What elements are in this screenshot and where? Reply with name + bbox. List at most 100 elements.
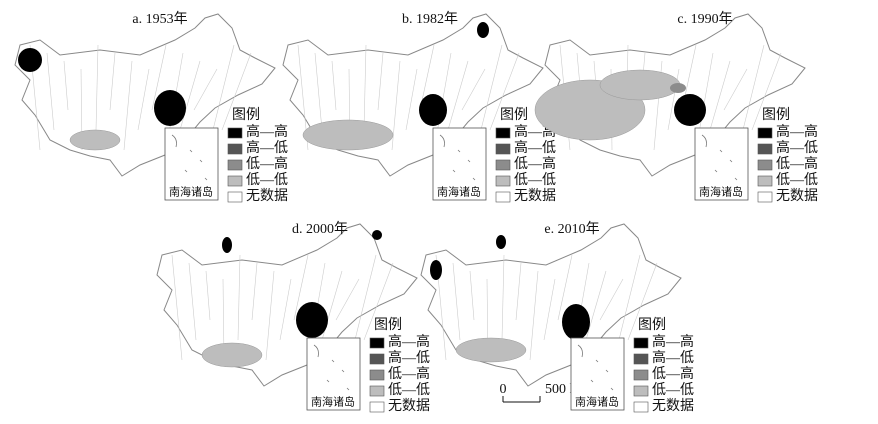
panel-title: c. 1990年	[677, 11, 732, 27]
high-high-area	[18, 48, 42, 72]
boundary	[314, 52, 323, 131]
panel-title: b. 1982年	[402, 11, 458, 27]
legend-swatch	[633, 337, 649, 349]
scale-start: 0	[500, 382, 507, 397]
legend-label: 无数据	[388, 398, 430, 414]
low-high-area	[670, 83, 686, 93]
inset-islands	[171, 134, 208, 181]
panel-title: d. 2000年	[292, 221, 348, 237]
legend-label: 高—低	[246, 139, 288, 156]
legend-swatch	[369, 369, 385, 381]
legend-label: 低—低	[652, 382, 694, 398]
legend-swatch	[227, 127, 243, 139]
boundary	[363, 262, 394, 341]
legend-label: 高—低	[776, 139, 818, 156]
boundary	[188, 262, 197, 341]
legend-label: 高—低	[652, 349, 694, 366]
low-low-area	[302, 119, 394, 151]
legend-label: 低—高	[514, 155, 556, 172]
inset-label: 南海诸岛	[575, 395, 619, 409]
legend-label: 高—高	[246, 123, 288, 140]
panel-title: a. 1953年	[132, 11, 187, 27]
boundary	[723, 68, 748, 111]
boundary	[557, 254, 573, 321]
boundary	[447, 60, 469, 131]
legend-swatch	[633, 369, 649, 381]
low-low-area	[201, 342, 263, 368]
inset-label: 南海诸岛	[311, 395, 355, 409]
boundary	[363, 44, 367, 131]
inset-box	[164, 127, 219, 201]
legend-label: 无数据	[246, 188, 288, 204]
boundary	[95, 44, 99, 131]
boundary	[109, 52, 116, 111]
boundary	[63, 60, 69, 111]
legend-swatch	[757, 159, 773, 171]
boundary	[251, 262, 258, 321]
boundary	[151, 44, 167, 111]
boundary	[377, 52, 384, 111]
high-high-area	[222, 237, 232, 253]
boundary	[335, 278, 360, 321]
legend-swatch	[757, 191, 773, 203]
high-high-area	[430, 260, 442, 280]
boundary	[391, 60, 401, 151]
high-high-area	[419, 94, 447, 126]
legend-label: 无数据	[776, 188, 818, 204]
legend-label: 低—高	[652, 365, 694, 382]
high-high-area	[496, 235, 506, 249]
legend-label: 高—低	[514, 139, 556, 156]
boundary	[515, 262, 522, 321]
boundary	[585, 270, 607, 341]
boundary	[419, 44, 435, 111]
inset-box	[432, 127, 487, 201]
boundary	[171, 254, 183, 361]
legend-swatch	[369, 353, 385, 365]
legend-label: 低—高	[246, 155, 288, 172]
boundary	[461, 68, 486, 111]
legend-label: 低—高	[388, 365, 430, 382]
boundary	[221, 52, 252, 131]
boundary	[599, 278, 624, 321]
legend-swatch	[757, 127, 773, 139]
boundary	[265, 270, 275, 361]
legend-swatch	[369, 385, 385, 397]
boundary	[751, 52, 782, 131]
legend-label: 无数据	[514, 188, 556, 204]
legend-label: 高—低	[388, 349, 430, 366]
inset-islands	[701, 134, 738, 181]
legend-title: 图例	[374, 317, 402, 333]
legend-title: 图例	[638, 317, 666, 333]
boundary	[709, 60, 731, 131]
inset-islands	[439, 134, 476, 181]
boundary	[205, 270, 211, 321]
legend-title: 图例	[500, 107, 528, 123]
boundary	[543, 278, 556, 341]
legend-title: 图例	[232, 107, 260, 123]
legend-swatch	[369, 401, 385, 413]
legend-swatch	[495, 127, 511, 139]
boundary	[331, 60, 337, 111]
legend-swatch	[227, 159, 243, 171]
boundary	[279, 278, 292, 341]
inset-box	[694, 127, 749, 201]
inset-label: 南海诸岛	[437, 185, 481, 199]
boundary	[237, 254, 241, 341]
boundary	[627, 262, 658, 341]
legend-label: 低—低	[246, 172, 288, 188]
legend-swatch	[633, 385, 649, 397]
boundary	[137, 68, 150, 131]
legend-label: 低—低	[514, 172, 556, 188]
inset-label: 南海诸岛	[169, 185, 213, 199]
boundary	[179, 60, 201, 131]
high-high-area	[562, 304, 590, 340]
high-high-area	[674, 94, 706, 126]
legend-label: 低—高	[776, 155, 818, 172]
legend-swatch	[495, 191, 511, 203]
legend-label: 无数据	[652, 398, 694, 414]
inset-islands	[313, 344, 350, 391]
legend-title: 图例	[762, 107, 790, 123]
